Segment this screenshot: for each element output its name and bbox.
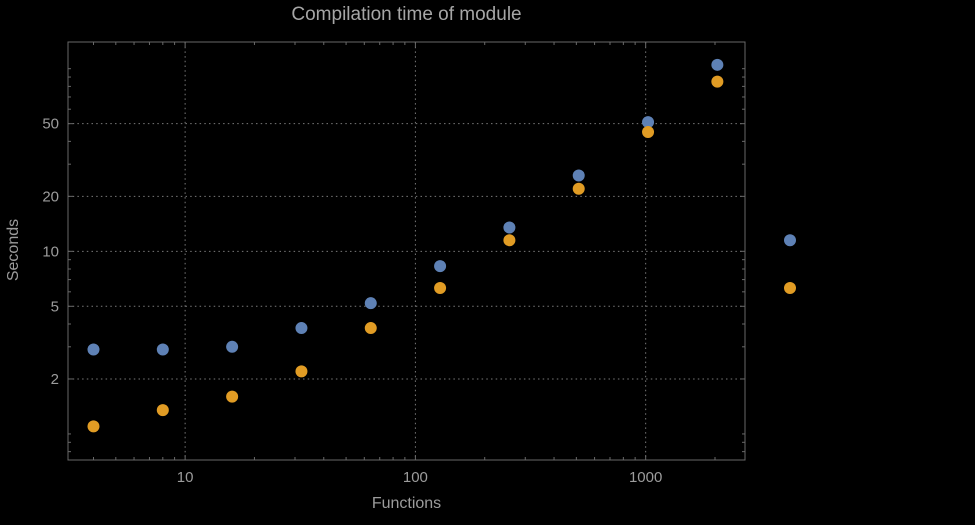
- legend-marker-orange: [784, 281, 796, 294]
- y-tick-label: 20: [42, 188, 59, 205]
- data-point-orange: [87, 420, 100, 433]
- data-point-orange: [156, 404, 169, 417]
- data-point-blue: [434, 260, 447, 273]
- y-tick-label: 2: [51, 371, 59, 388]
- data-point-orange: [711, 75, 724, 88]
- data-point-blue: [711, 58, 724, 71]
- data-point-orange: [295, 365, 308, 378]
- data-point-blue: [295, 322, 308, 335]
- data-point-orange: [503, 234, 516, 247]
- x-tick-label: 100: [403, 469, 428, 486]
- data-point-orange: [364, 322, 377, 335]
- data-point-orange: [434, 281, 447, 294]
- data-point-blue: [642, 116, 655, 129]
- data-point-blue: [156, 343, 169, 356]
- data-point-orange: [572, 182, 585, 195]
- x-tick-label: 10: [177, 469, 194, 486]
- x-tick-label: 1000: [629, 469, 662, 486]
- data-point-orange: [226, 390, 239, 403]
- data-point-blue: [503, 221, 516, 234]
- data-point-blue: [364, 297, 377, 310]
- data-point-blue: [572, 169, 585, 182]
- x-axis-label: Functions: [371, 495, 442, 512]
- y-tick-label: 50: [42, 116, 59, 133]
- y-tick-label: 10: [42, 243, 59, 260]
- chart-title: Compilation time of module: [291, 4, 522, 25]
- data-point-blue: [87, 343, 100, 356]
- legend-marker-blue: [784, 234, 796, 247]
- y-tick-label: 5: [51, 298, 59, 315]
- data-point-blue: [226, 340, 239, 353]
- data-point-orange: [642, 126, 655, 139]
